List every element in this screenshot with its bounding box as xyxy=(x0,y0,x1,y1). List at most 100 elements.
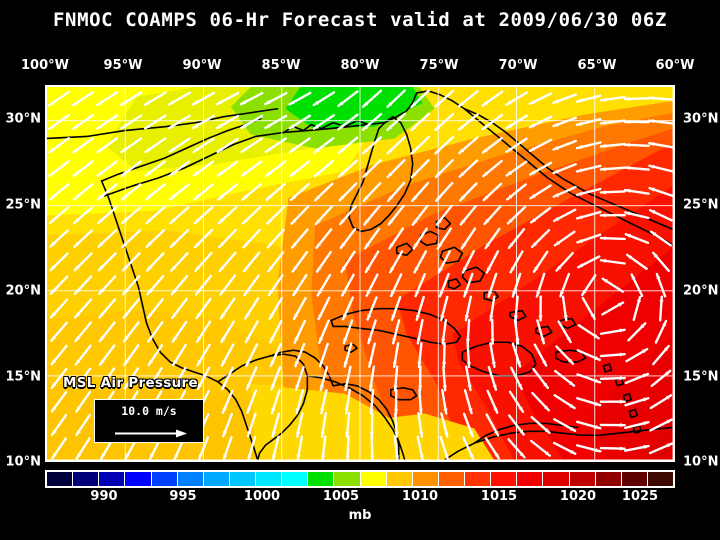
wind-vector-head xyxy=(195,265,201,271)
wind-vector-head xyxy=(600,213,606,218)
wind-vector-head xyxy=(465,338,470,344)
wind-vector-head xyxy=(510,267,515,273)
wind-vector-head xyxy=(625,119,630,125)
wind-vector-head xyxy=(196,313,202,319)
colorbar-swatch xyxy=(177,472,204,486)
wind-vector-head xyxy=(566,336,571,343)
wind-vector-head xyxy=(393,408,399,414)
wind-vector-head xyxy=(197,383,203,389)
wind-vector-head xyxy=(619,376,625,381)
wind-vector-head xyxy=(340,243,346,248)
wind-vector-head xyxy=(99,289,104,294)
wind-vector-head xyxy=(51,335,56,341)
forecast-map-panel[interactable]: MSL Air Pressure 10.0 m/s xyxy=(45,85,675,462)
wind-vector-head xyxy=(145,147,151,153)
wind-vector-head xyxy=(577,168,583,173)
wind-vector-head xyxy=(649,164,655,169)
wind-vector-head xyxy=(76,382,81,388)
wind-vector-head xyxy=(577,144,583,150)
wind-vector-head xyxy=(171,289,177,295)
wind-vector-head xyxy=(147,265,152,271)
wind-vector-head xyxy=(413,243,419,249)
wind-vector-head xyxy=(367,338,372,344)
wind-vector-head xyxy=(468,431,473,437)
wind-vector-head xyxy=(650,210,656,215)
wind-vector-head xyxy=(121,147,127,153)
wind-vector-head xyxy=(388,219,394,225)
wind-vector-head xyxy=(219,265,225,271)
wind-vector-head xyxy=(530,146,536,151)
wind-vector-head xyxy=(344,408,349,414)
wind-vector-head xyxy=(577,121,583,126)
wind-vector-head xyxy=(271,384,276,390)
wind-vector-head xyxy=(76,406,81,412)
lat-tick-label-right: 30°N xyxy=(683,111,719,127)
wind-vector-head xyxy=(417,362,422,367)
colorbar-tick-label: 1015 xyxy=(480,489,518,504)
wind-vector-head xyxy=(419,454,424,460)
colorbar-swatch xyxy=(282,472,309,486)
wind-vector-head xyxy=(75,336,81,341)
colorbar-swatch xyxy=(491,472,518,486)
lon-tick-label: 80°W xyxy=(340,58,380,73)
wind-vector-head xyxy=(269,313,274,319)
wind-vector-head xyxy=(415,290,420,297)
wind-vector-head xyxy=(197,336,202,342)
wind-vector-head xyxy=(640,323,646,329)
wind-vector-head xyxy=(569,381,575,386)
page-title: FNMOC COAMPS 06-Hr Forecast valid at 200… xyxy=(53,9,667,31)
wind-vector-head xyxy=(73,147,79,153)
wind-vector-head xyxy=(553,192,559,197)
wind-vector-head xyxy=(339,195,345,201)
wind-vector-head xyxy=(416,314,421,320)
wind-vector-head xyxy=(222,383,227,390)
wind-vector-head xyxy=(218,194,224,200)
colorbar-tick-label: 1005 xyxy=(322,489,360,504)
wind-vector-head xyxy=(540,338,545,344)
wind-vector-head xyxy=(435,172,441,178)
wind-vector-head xyxy=(148,359,154,366)
wind-vector-head xyxy=(271,407,276,414)
wind-vector-head xyxy=(619,352,625,357)
wind-vector-head xyxy=(600,258,606,263)
wind-vector-head xyxy=(193,100,199,105)
wind-vector-head xyxy=(97,171,103,176)
colorbar-swatch xyxy=(412,472,439,486)
wind-vector-head xyxy=(656,273,661,280)
lon-tick-label: 90°W xyxy=(182,58,222,73)
lat-tick-label-right: 20°N xyxy=(683,283,719,299)
wind-vector-head xyxy=(507,218,513,224)
wind-vector-head xyxy=(294,337,299,343)
wind-vector-head xyxy=(391,314,396,320)
pressure-colorbar[interactable] xyxy=(45,470,675,488)
wind-vector-head xyxy=(418,385,423,391)
wind-vector-head xyxy=(494,453,499,459)
wind-vector-head xyxy=(197,360,202,366)
wind-vector-head xyxy=(506,147,512,152)
wind-vector-head xyxy=(365,243,370,249)
wind-vector-head xyxy=(553,99,559,104)
lon-tick-label: 70°W xyxy=(498,58,538,73)
wind-vector-head xyxy=(482,124,488,129)
wind-vector-head xyxy=(419,431,424,437)
wind-vector-head xyxy=(602,278,608,283)
wind-vector-head xyxy=(489,315,494,321)
wind-vector-head xyxy=(193,147,199,152)
wind-vector-head xyxy=(412,195,418,201)
wind-vector-head xyxy=(150,453,155,460)
wind-vector-head xyxy=(241,100,247,105)
wind-vector-head xyxy=(494,430,499,436)
wind-vector-head xyxy=(483,148,488,153)
wind-vector-head xyxy=(625,142,630,148)
wind-vector-head xyxy=(370,455,375,460)
wind-vector-head xyxy=(412,219,418,225)
wind-vector-head xyxy=(389,243,394,249)
wind-vector-head xyxy=(223,454,228,460)
wind-vector-head xyxy=(246,360,251,366)
wind-vector-head xyxy=(627,254,633,260)
wind-vector-head xyxy=(459,124,465,130)
wind-vector-head xyxy=(342,290,347,296)
wind-vector-head xyxy=(577,215,583,220)
wind-vector-head xyxy=(222,431,227,437)
